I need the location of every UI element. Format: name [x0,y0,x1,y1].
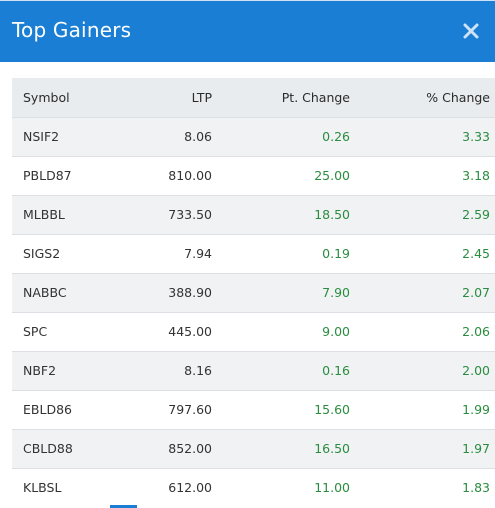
cell-ltp: 810.00 [168,168,212,183]
cell-pt-change: 11.00 [314,480,350,496]
close-button[interactable] [461,21,481,41]
cell-ltp: 797.60 [168,402,212,417]
column-header-pt-change[interactable]: Pt. Change [281,89,350,105]
cell-pt-change: 15.60 [314,402,350,417]
table-row[interactable]: EBLD86 797.60 15.60 1.99 [12,390,495,429]
cell-pt-change: 0.19 [322,246,350,261]
cell-symbol[interactable]: EBLD86 [23,402,72,417]
cell-pct-change: 2.59 [462,207,490,222]
cell-symbol[interactable]: SIGS2 [23,246,61,261]
column-header-symbol[interactable]: Symbol [23,89,70,105]
cell-pct-change: 3.33 [462,129,490,144]
cell-symbol[interactable]: NSIF2 [23,129,60,144]
cell-pt-change: 7.90 [322,285,350,300]
table-row[interactable]: MLBBL 733.50 18.50 2.59 [12,195,495,234]
cell-pt-change: 16.50 [314,441,350,456]
gainers-table-container: Symbol LTP Pt. Change % Change NSIF2 8.0… [12,78,495,507]
cell-ltp: 733.50 [168,207,212,222]
cell-symbol[interactable]: KLBSL [23,480,62,496]
cell-ltp: 612.00 [168,480,212,496]
cell-pct-change: 2.00 [462,363,490,378]
table-body: NSIF2 8.06 0.26 3.33 PBLD87 810.00 25.00… [12,117,495,507]
table-row[interactable]: PBLD87 810.00 25.00 3.18 [12,156,495,195]
column-header-ltp[interactable]: LTP [191,89,212,105]
table-row[interactable]: NSIF2 8.06 0.26 3.33 [12,117,495,156]
cell-pt-change: 0.26 [322,129,350,144]
scroll-indicator[interactable] [110,505,137,508]
cell-pct-change: 3.18 [462,168,490,183]
cell-ltp: 852.00 [168,441,212,456]
cell-ltp: 445.00 [168,324,212,339]
cell-ltp: 388.90 [168,285,212,300]
cell-symbol[interactable]: MLBBL [23,207,65,222]
cell-pct-change: 1.97 [462,441,490,456]
cell-pct-change: 1.83 [462,480,490,496]
modal-title: Top Gainers [12,18,132,42]
cell-symbol[interactable]: SPC [23,324,48,339]
table-header: Symbol LTP Pt. Change % Change [12,78,495,117]
cell-pt-change: 18.50 [314,207,350,222]
table-row[interactable]: NBF2 8.16 0.16 2.00 [12,351,495,390]
modal-header: Top Gainers [0,0,495,62]
gainers-table: Symbol LTP Pt. Change % Change NSIF2 8.0… [12,78,495,507]
cell-ltp: 8.16 [184,363,212,378]
table-row[interactable]: NABBC 388.90 7.90 2.07 [12,273,495,312]
cell-pt-change: 25.00 [314,168,350,183]
cell-pct-change: 2.07 [462,285,490,300]
cell-pt-change: 9.00 [322,324,350,339]
cell-pt-change: 0.16 [322,363,350,378]
column-header-pct-change[interactable]: % Change [426,89,490,105]
cell-symbol[interactable]: NABBC [23,285,67,300]
cell-symbol[interactable]: CBLD88 [23,441,73,456]
cell-ltp: 7.94 [184,246,212,261]
cell-pct-change: 2.06 [462,324,490,339]
table-row[interactable]: SPC 445.00 9.00 2.06 [12,312,495,351]
close-icon [463,23,479,39]
cell-symbol[interactable]: NBF2 [23,363,57,378]
table-row[interactable]: SIGS2 7.94 0.19 2.45 [12,234,495,273]
table-row[interactable]: KLBSL 612.00 11.00 1.83 [12,468,495,507]
cell-pct-change: 1.99 [462,402,490,417]
table-row[interactable]: CBLD88 852.00 16.50 1.97 [12,429,495,468]
cell-symbol[interactable]: PBLD87 [23,168,72,183]
header-row: Symbol LTP Pt. Change % Change [12,78,495,117]
cell-ltp: 8.06 [184,129,212,144]
cell-pct-change: 2.45 [462,246,490,261]
